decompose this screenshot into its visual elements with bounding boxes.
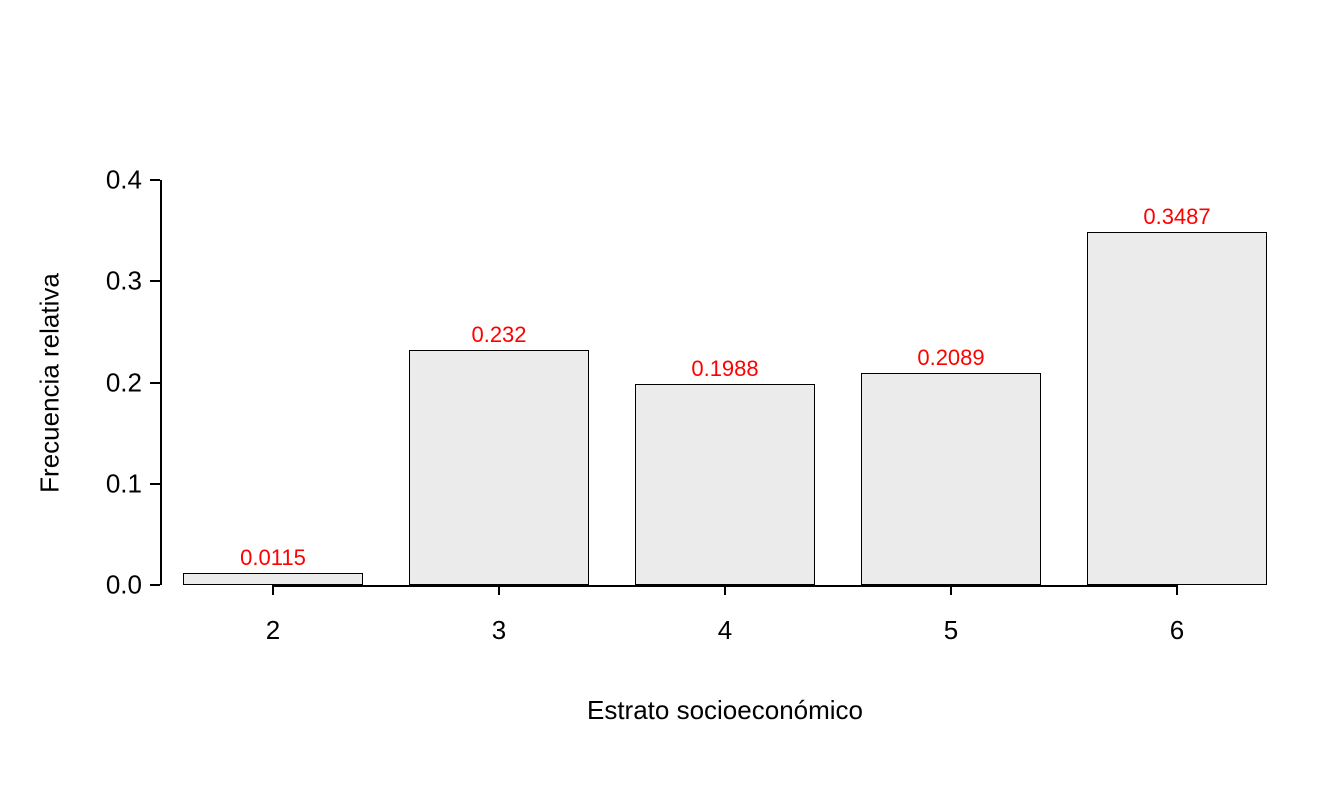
x-tick-label: 5 — [944, 615, 958, 646]
bar — [635, 384, 816, 585]
y-tick-label: 0.2 — [82, 367, 142, 398]
bar-chart: Frecuencia relativa Estrato socioeconómi… — [0, 0, 1344, 806]
y-tick-label: 0.0 — [82, 570, 142, 601]
bar — [409, 350, 590, 585]
x-tick-label: 4 — [718, 615, 732, 646]
x-tick-label: 3 — [492, 615, 506, 646]
x-tick — [724, 585, 726, 595]
x-tick — [950, 585, 952, 595]
bar — [861, 373, 1042, 585]
x-tick — [498, 585, 500, 595]
y-tick-label: 0.4 — [82, 165, 142, 196]
bar-value-label: 0.232 — [471, 322, 526, 348]
bar-value-label: 0.1988 — [691, 356, 758, 382]
x-tick-label: 2 — [266, 615, 280, 646]
y-axis-line — [160, 180, 162, 585]
x-tick — [1176, 585, 1178, 595]
x-tick — [272, 585, 274, 595]
y-tick — [150, 382, 160, 384]
y-tick — [150, 179, 160, 181]
y-tick — [150, 280, 160, 282]
y-tick-label: 0.3 — [82, 266, 142, 297]
y-axis-label: Frecuencia relativa — [35, 273, 66, 493]
y-tick — [150, 483, 160, 485]
x-tick-label: 6 — [1170, 615, 1184, 646]
bar-value-label: 0.2089 — [917, 345, 984, 371]
bar — [1087, 232, 1268, 585]
y-tick-label: 0.1 — [82, 468, 142, 499]
bar-value-label: 0.0115 — [240, 545, 306, 571]
x-axis-label: Estrato socioeconómico — [587, 695, 863, 726]
bar-value-label: 0.3487 — [1143, 204, 1210, 230]
bar — [183, 573, 364, 585]
y-tick — [150, 584, 160, 586]
